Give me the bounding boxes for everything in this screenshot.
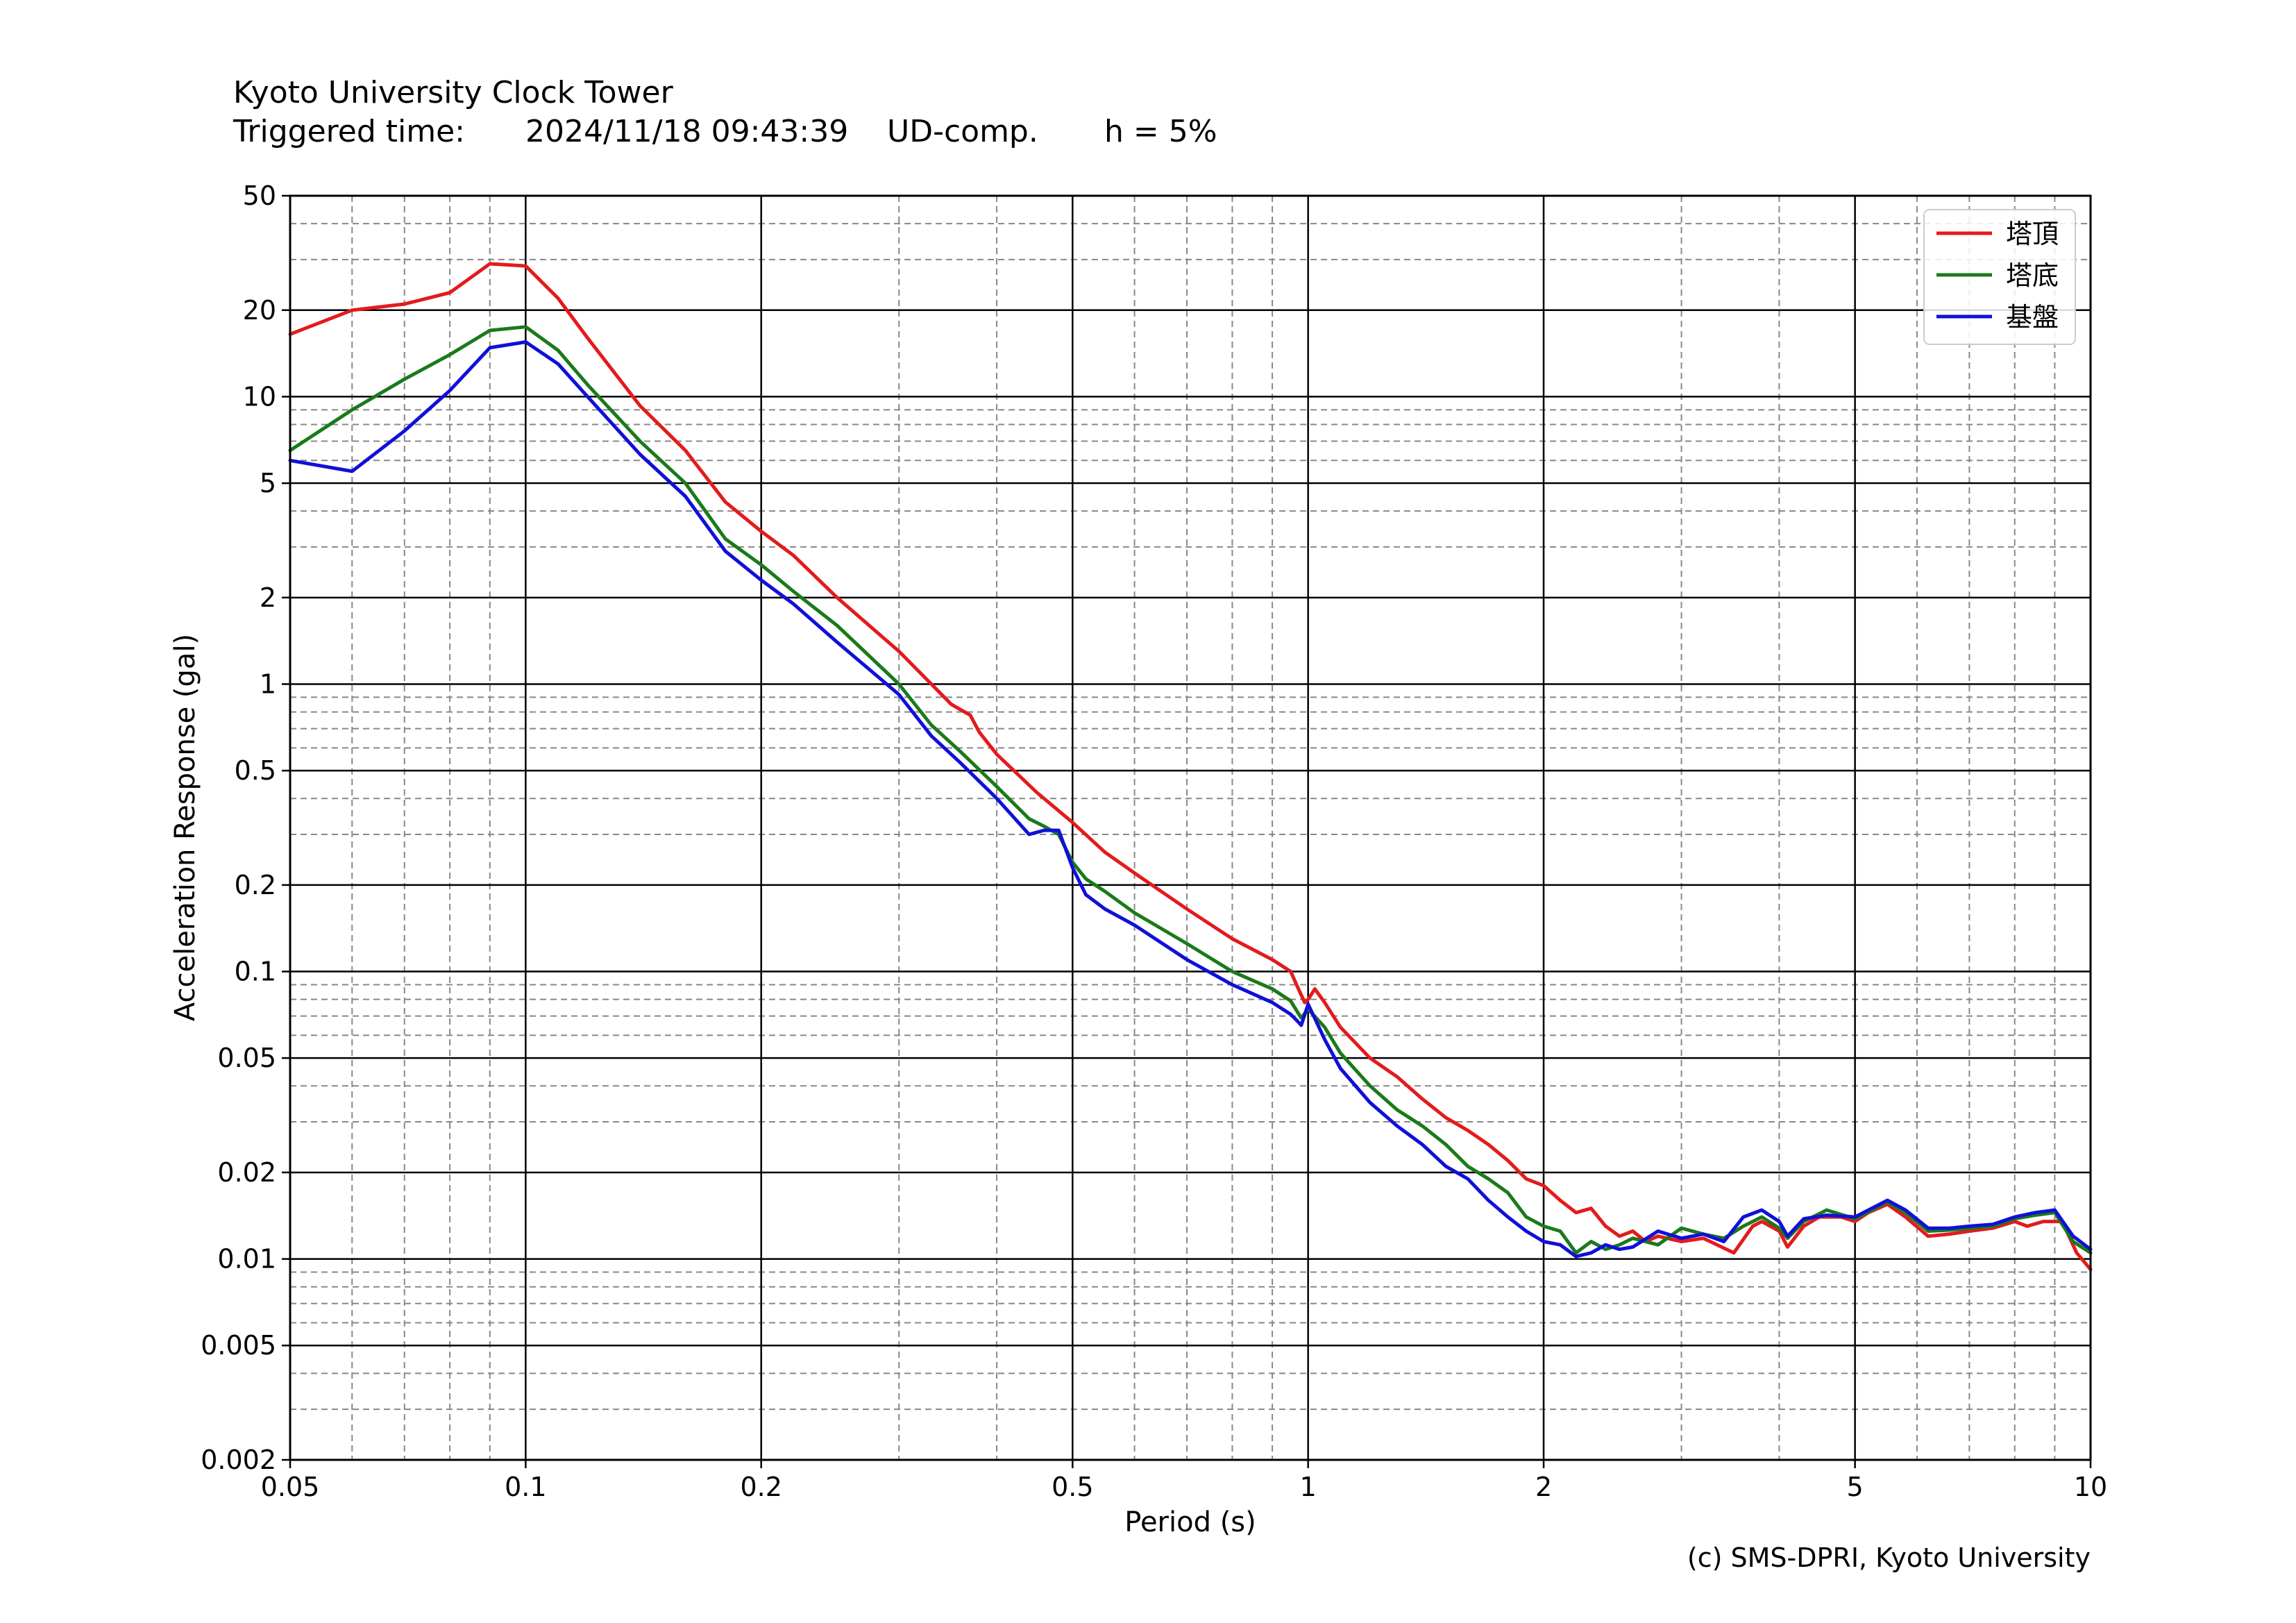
- y-tick-label: 0.1: [235, 957, 276, 987]
- y-tick-label: 10: [243, 381, 276, 412]
- y-tick-label: 2: [260, 582, 276, 613]
- y-tick-label: 0.01: [217, 1244, 276, 1275]
- y-tick-label: 20: [243, 295, 276, 326]
- y-tick-label: 1: [260, 668, 276, 699]
- x-tick-label: 0.05: [261, 1472, 320, 1502]
- series-line: [288, 340, 2093, 1259]
- series-line: [288, 325, 2093, 1255]
- trigger-time: 2024/11/18 09:43:39: [525, 114, 849, 149]
- y-tick-label: 50: [243, 180, 276, 211]
- y-tick-label: 0.05: [217, 1043, 276, 1073]
- y-tick-label: 0.002: [201, 1445, 276, 1475]
- y-tick-label: 5: [260, 468, 276, 498]
- x-tick-label: 0.5: [1052, 1472, 1093, 1502]
- x-tick-label: 2: [1535, 1472, 1552, 1502]
- y-axis-label: Acceleration Response (gal): [169, 634, 201, 1021]
- axis-ticks: 0.05 0.1 0.2 0.5 1 2 5 10 0.002 0.005 0.01 0.02 0.05…: [201, 180, 2107, 1502]
- series-lines: [288, 262, 2093, 1272]
- legend-label: 塔底: [2006, 260, 2059, 291]
- credit-text: (c) SMS-DPRI, Kyoto University: [1687, 1542, 2091, 1573]
- x-tick-label: 0.2: [740, 1472, 782, 1502]
- series-line: [288, 262, 2093, 1272]
- legend-label: 塔頂: [2006, 219, 2059, 249]
- y-tick-label: 0.005: [201, 1330, 276, 1361]
- plot-frame: [289, 194, 2092, 1461]
- y-tick-label: 0.2: [235, 870, 276, 900]
- x-axis-label: Period (s): [1124, 1506, 1256, 1538]
- x-tick-label: 0.1: [505, 1472, 546, 1502]
- component-label: UD-comp.: [887, 114, 1038, 149]
- y-tick-label: 0.5: [235, 755, 276, 786]
- x-tick-label: 10: [2074, 1472, 2107, 1502]
- y-tick-label: 0.02: [217, 1157, 276, 1188]
- legend-label: 基盤: [2006, 302, 2059, 333]
- damping-label: h = 5%: [1104, 114, 1217, 149]
- chart-title: Kyoto University Clock Tower: [233, 75, 673, 110]
- x-tick-label: 5: [1847, 1472, 1864, 1502]
- legend-box: [1923, 209, 2076, 345]
- grid: [289, 194, 2092, 1461]
- trigger-label: Triggered time:: [233, 114, 465, 149]
- x-tick-label: 1: [1300, 1472, 1317, 1502]
